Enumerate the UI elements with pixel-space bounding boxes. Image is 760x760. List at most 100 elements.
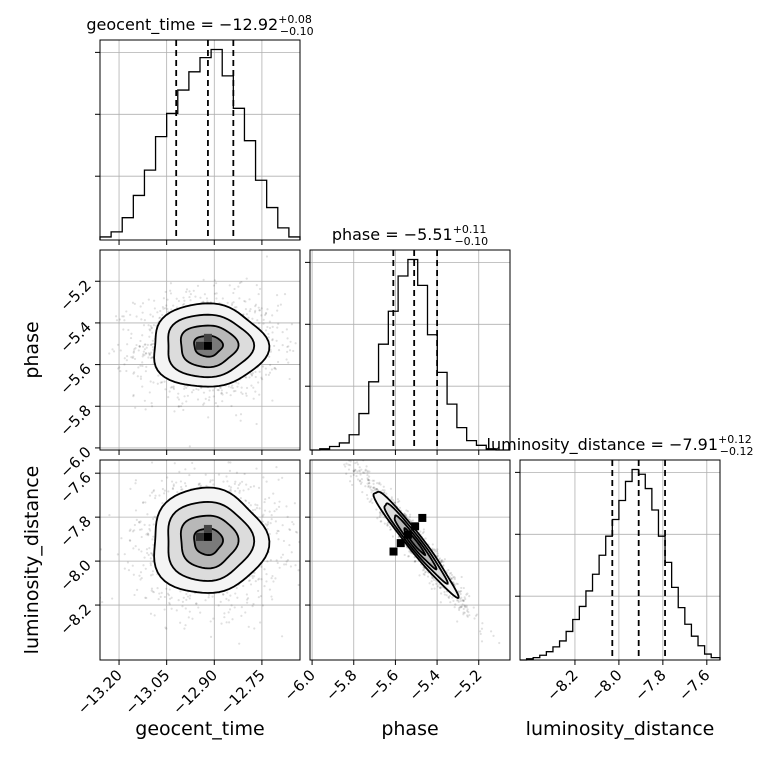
sample-point bbox=[208, 389, 211, 392]
sample-point bbox=[209, 480, 212, 484]
sample-point bbox=[183, 395, 186, 398]
sample-point bbox=[175, 297, 178, 300]
sample-point bbox=[464, 597, 467, 601]
sample-point bbox=[231, 384, 234, 387]
sample-point bbox=[440, 585, 443, 589]
sample-point bbox=[257, 306, 260, 309]
sample-point bbox=[133, 357, 137, 361]
sample-point bbox=[371, 501, 374, 505]
sample-point bbox=[315, 534, 317, 536]
sample-point bbox=[251, 576, 254, 580]
sample-point bbox=[185, 400, 188, 403]
sample-point bbox=[148, 391, 151, 394]
y-axis-label-luminosity_distance: luminosity_distance bbox=[21, 466, 43, 655]
sample-point bbox=[228, 453, 230, 455]
x-tick-label: −5.6 bbox=[364, 666, 402, 704]
sample-point bbox=[370, 488, 373, 491]
sample-point bbox=[229, 489, 232, 492]
sample-point bbox=[151, 570, 155, 573]
sample-point bbox=[293, 502, 296, 505]
sample-point bbox=[228, 284, 231, 287]
sample-point bbox=[360, 468, 363, 471]
density-peak-cell bbox=[396, 539, 405, 548]
sample-point bbox=[467, 611, 470, 614]
sample-point bbox=[398, 506, 402, 509]
sample-point bbox=[235, 414, 238, 417]
sample-point bbox=[165, 587, 168, 590]
sample-point bbox=[186, 394, 190, 397]
sample-point bbox=[146, 343, 149, 346]
sample-point bbox=[449, 577, 453, 580]
sample-point bbox=[131, 564, 134, 567]
sample-point bbox=[463, 596, 466, 599]
sample-point bbox=[152, 591, 155, 594]
sample-point bbox=[134, 406, 137, 409]
sample-point bbox=[179, 621, 182, 624]
panel-content bbox=[100, 445, 338, 645]
sample-point bbox=[461, 603, 464, 606]
sample-point bbox=[260, 565, 263, 568]
sample-point bbox=[285, 560, 288, 563]
sample-point bbox=[187, 616, 190, 619]
sample-point bbox=[133, 529, 136, 532]
sample-point bbox=[365, 493, 369, 497]
sample-point bbox=[177, 405, 180, 408]
sample-point bbox=[195, 602, 198, 605]
sample-point bbox=[286, 337, 289, 340]
sample-point bbox=[141, 355, 144, 358]
sample-point bbox=[202, 391, 206, 394]
sample-point bbox=[254, 375, 257, 379]
sample-point bbox=[336, 468, 338, 470]
sample-point bbox=[237, 382, 240, 385]
sample-point bbox=[289, 340, 292, 343]
sample-point bbox=[419, 530, 422, 533]
sample-point bbox=[292, 523, 295, 526]
sample-point bbox=[142, 345, 145, 348]
sample-point bbox=[123, 319, 126, 322]
sample-point bbox=[153, 614, 156, 617]
sample-point bbox=[353, 469, 356, 473]
sample-point bbox=[116, 343, 120, 346]
sample-point bbox=[359, 473, 362, 476]
sample-point bbox=[386, 522, 389, 525]
sample-point bbox=[122, 315, 125, 318]
sample-point bbox=[179, 480, 183, 483]
sample-point bbox=[254, 370, 257, 373]
sample-point bbox=[264, 311, 268, 315]
y-tick-label: −5.6 bbox=[56, 360, 94, 398]
sample-point bbox=[123, 553, 126, 556]
sample-point bbox=[160, 381, 164, 384]
sample-point bbox=[140, 528, 143, 531]
sample-point bbox=[227, 385, 230, 388]
sample-point bbox=[247, 488, 250, 491]
sample-point bbox=[281, 476, 284, 479]
sample-point bbox=[254, 305, 257, 308]
sample-point bbox=[307, 374, 309, 376]
sample-point bbox=[433, 548, 436, 551]
sample-point bbox=[268, 326, 272, 330]
sample-point bbox=[150, 491, 154, 494]
sample-point bbox=[204, 397, 207, 400]
sample-point bbox=[258, 309, 262, 312]
sample-point bbox=[169, 289, 172, 292]
sample-point bbox=[217, 388, 220, 392]
sample-point bbox=[227, 461, 230, 464]
sample-point bbox=[211, 479, 214, 482]
sample-point bbox=[181, 600, 184, 603]
sample-point bbox=[197, 483, 200, 486]
x-tick-label: −5.8 bbox=[322, 666, 360, 704]
sample-point bbox=[430, 580, 433, 583]
sample-point bbox=[143, 319, 146, 322]
sample-point bbox=[479, 632, 482, 636]
sample-point bbox=[245, 483, 248, 486]
sample-point bbox=[183, 385, 186, 388]
sample-point bbox=[378, 511, 382, 514]
sample-point bbox=[294, 342, 297, 345]
sample-point bbox=[258, 393, 261, 396]
sample-point bbox=[210, 445, 212, 447]
sample-point bbox=[122, 328, 125, 331]
sample-point bbox=[132, 355, 135, 358]
sample-point bbox=[333, 440, 335, 442]
sample-point bbox=[462, 599, 465, 602]
sample-point bbox=[435, 582, 438, 585]
